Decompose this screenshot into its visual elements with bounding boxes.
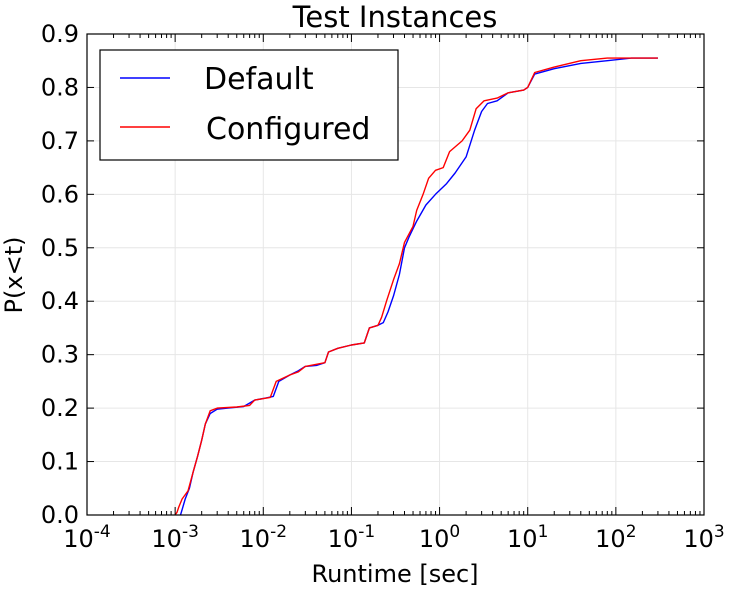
x-tick-label: 101	[507, 522, 548, 553]
x-tick-label: 10-3	[151, 522, 199, 553]
y-tick-label: 0.2	[41, 394, 79, 422]
y-axis-label: P(x<t)	[0, 237, 28, 314]
series-line-configured	[174, 57, 658, 516]
x-tick-label-base: 10	[151, 525, 182, 553]
x-tick-label-exponent: 3	[714, 522, 725, 542]
y-tick-label: 0.8	[41, 73, 79, 101]
x-tick-label: 10-2	[240, 522, 288, 553]
x-tick-label: 10-1	[328, 522, 376, 553]
x-tick-label-base: 10	[683, 525, 714, 553]
x-tick-label-base: 10	[63, 525, 94, 553]
x-tick-label-base: 10	[328, 525, 359, 553]
y-tick-label: 0.5	[41, 234, 79, 262]
series-layer	[174, 57, 658, 516]
x-tick-label-base: 10	[240, 525, 271, 553]
x-tick-label-exponent: 2	[626, 522, 637, 542]
x-tick-label: 10-4	[63, 522, 111, 553]
x-tick-label-base: 10	[419, 525, 450, 553]
chart-title: Test Instances	[292, 0, 498, 34]
y-tick-label: 0.9	[41, 20, 79, 48]
legend-box	[99, 49, 399, 161]
y-tick-label: 0.4	[41, 287, 79, 315]
x-tick-labels: 10-4 10-3 10-2 10-1 100 101 102 103	[63, 522, 724, 553]
x-tick-label-base: 10	[595, 525, 626, 553]
x-axis-label: Runtime [sec]	[311, 560, 478, 588]
y-tick-labels: 0.0 0.1 0.2 0.3 0.4 0.5 0.6 0.7 0.8 0.9	[41, 20, 79, 529]
legend-label-configured: Configured	[206, 112, 370, 147]
plot-frame	[86, 33, 705, 516]
x-tick-label-exponent: -1	[358, 522, 375, 542]
y-tick-label: 0.7	[41, 127, 79, 155]
x-tick-label: 102	[595, 522, 636, 553]
x-tick-label-exponent: -4	[94, 522, 111, 542]
y-tick-label: 0.0	[41, 501, 79, 529]
y-tick-label: 0.6	[41, 180, 79, 208]
x-tick-label-exponent: 1	[538, 522, 549, 542]
legend: Default Configured	[99, 49, 399, 161]
y-tick-label: 0.1	[41, 448, 79, 476]
x-tick-label-exponent: -3	[182, 522, 199, 542]
x-tick-label-exponent: 0	[449, 522, 460, 542]
x-tick-label: 100	[419, 522, 460, 553]
x-tick-label: 103	[683, 522, 724, 553]
x-tick-label-base: 10	[507, 525, 538, 553]
ticks	[86, 33, 705, 516]
y-tick-label: 0.3	[41, 341, 79, 369]
x-tick-label-exponent: -2	[270, 522, 287, 542]
legend-label-default: Default	[204, 62, 314, 97]
